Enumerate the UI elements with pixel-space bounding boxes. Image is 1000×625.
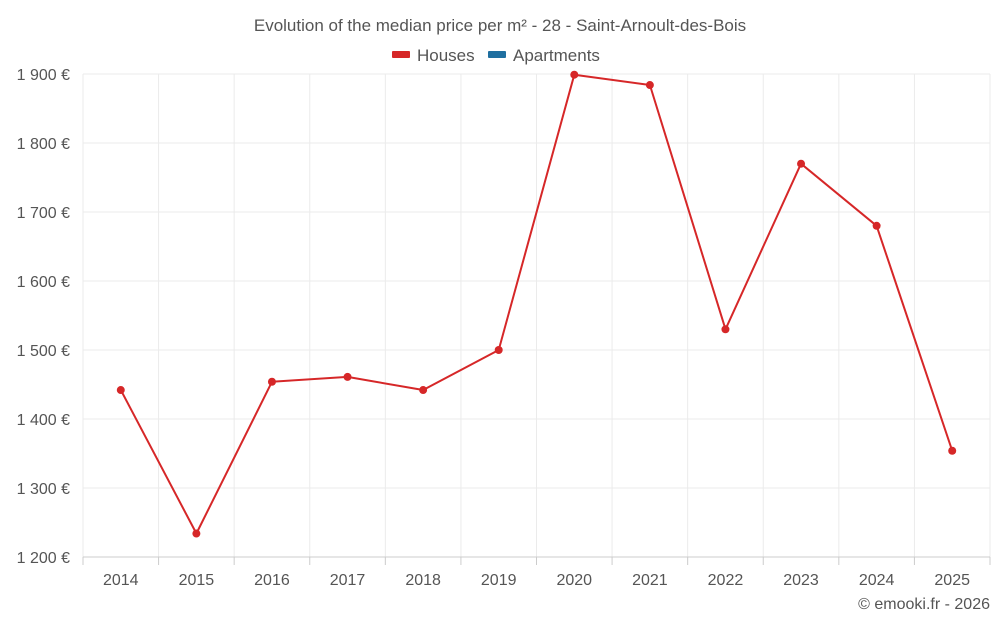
y-tick-label: 1 300 € [17, 481, 70, 498]
y-tick-label: 1 900 € [17, 67, 70, 84]
grid [82, 73, 991, 557]
data-point-houses-2016[interactable] [267, 377, 276, 386]
axes: 1 200 € 1 300 € 1 400 € 1 500 € 1 600 € 1 700… [17, 67, 991, 589]
y-tick-label: 1 800 € [17, 136, 70, 153]
x-tick-label: 2016 [254, 572, 290, 589]
series-houses [116, 70, 957, 538]
y-tick-label: 1 600 € [17, 274, 70, 291]
x-tick-label: 2018 [405, 572, 441, 589]
y-tick-label: 1 200 € [17, 550, 70, 567]
data-point-houses-2019[interactable] [494, 346, 503, 354]
credit-text: © emooki.fr - 2026 [858, 596, 990, 613]
y-tick-label: 1 700 € [17, 205, 70, 222]
data-point-houses-2022[interactable] [721, 325, 730, 334]
x-tick-label: 2023 [783, 572, 819, 589]
legend: Houses Apartments [392, 46, 600, 65]
data-point-houses-2018[interactable] [419, 386, 428, 395]
y-tick-label: 1 500 € [17, 343, 70, 360]
x-tick-label: 2022 [708, 572, 744, 589]
x-tick-label: 2025 [934, 572, 970, 589]
legend-item-houses[interactable]: Houses [392, 46, 475, 65]
data-point-houses-2023[interactable] [797, 159, 806, 168]
x-tick-label: 2021 [632, 572, 668, 589]
legend-label-houses: Houses [417, 46, 475, 65]
chart-title: Evolution of the median price per m² - 2… [254, 16, 746, 35]
x-tick-label: 2024 [859, 572, 895, 589]
legend-swatch-apartments [488, 51, 506, 58]
data-point-houses-2014[interactable] [116, 386, 125, 395]
legend-item-apartments[interactable]: Apartments [488, 46, 600, 65]
data-point-houses-2015[interactable] [192, 529, 201, 538]
data-point-houses-2017[interactable] [343, 372, 352, 381]
y-tick-label: 1 400 € [17, 412, 70, 429]
legend-swatch-houses [392, 51, 410, 58]
x-tick-label: 2017 [330, 572, 366, 589]
x-tick-label: 2019 [481, 572, 517, 589]
x-tick-label: 2014 [103, 572, 139, 589]
legend-label-apartments: Apartments [513, 46, 600, 65]
series-line-houses [119, 73, 954, 535]
data-point-houses-2021[interactable] [645, 81, 654, 90]
x-tick-label: 2015 [179, 572, 215, 589]
data-point-houses-2020[interactable] [570, 70, 579, 79]
data-point-houses-2025[interactable] [948, 446, 957, 455]
data-point-houses-2024[interactable] [872, 221, 881, 230]
x-tick-label: 2020 [556, 572, 592, 589]
